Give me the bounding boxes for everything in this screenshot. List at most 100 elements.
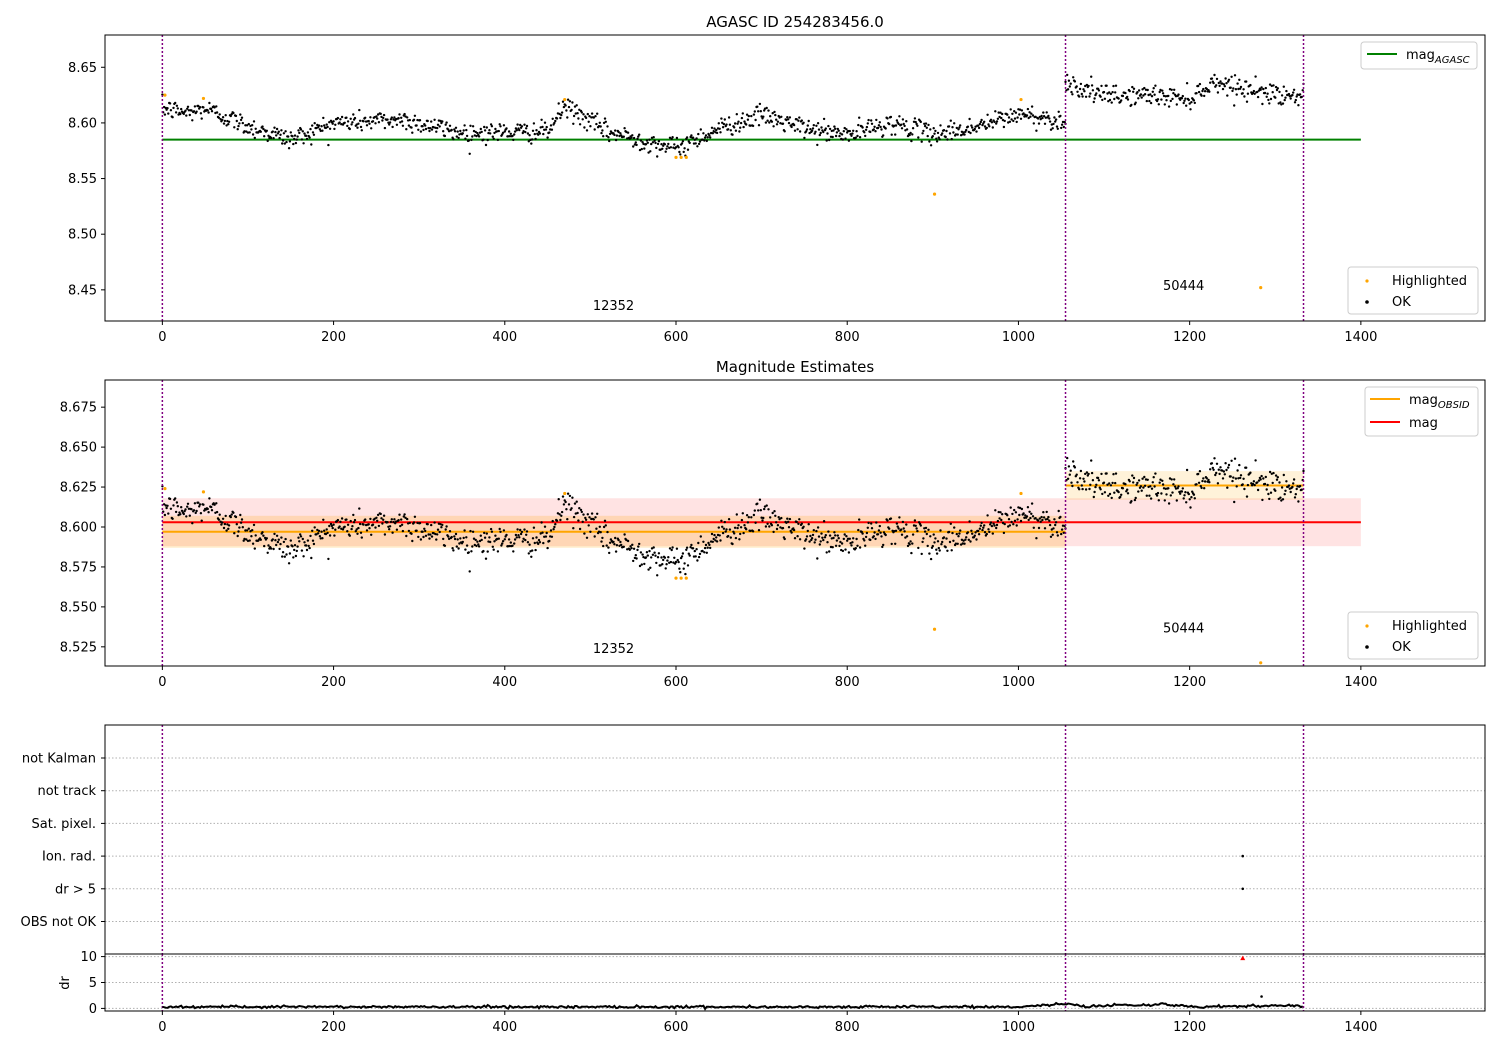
ok-point bbox=[490, 530, 494, 533]
ok-point bbox=[796, 535, 799, 538]
ok-point bbox=[932, 533, 935, 536]
ok-point bbox=[1208, 90, 1211, 93]
ok-point bbox=[713, 127, 716, 130]
ok-point bbox=[917, 136, 920, 139]
ok-point bbox=[447, 130, 451, 133]
ok-point bbox=[471, 135, 474, 138]
ok-point bbox=[806, 529, 809, 533]
ok-point bbox=[820, 532, 823, 535]
ok-point bbox=[586, 112, 589, 116]
ok-point bbox=[815, 124, 818, 128]
ok-point bbox=[1018, 506, 1022, 510]
ok-point bbox=[1243, 95, 1246, 98]
ok-point bbox=[455, 545, 458, 548]
ok-point bbox=[651, 141, 655, 144]
ok-point bbox=[697, 555, 701, 559]
ok-point bbox=[646, 554, 649, 557]
ok-point bbox=[436, 533, 439, 536]
ok-point bbox=[835, 131, 839, 134]
ok-point bbox=[949, 119, 952, 122]
ok-point bbox=[527, 140, 530, 143]
legend-label-highlighted: Highlighted bbox=[1392, 619, 1467, 634]
ok-point bbox=[1153, 93, 1156, 96]
ok-point bbox=[163, 513, 167, 517]
ok-point bbox=[903, 530, 906, 533]
ok-point bbox=[1020, 109, 1024, 112]
ok-point bbox=[1015, 120, 1018, 124]
ok-point bbox=[1126, 95, 1129, 99]
ok-point bbox=[820, 126, 823, 129]
highlighted-point bbox=[201, 96, 206, 101]
y-tick-label: 8.575 bbox=[60, 560, 97, 575]
ok-point bbox=[274, 130, 277, 134]
ok-point bbox=[600, 131, 603, 135]
ok-point bbox=[1010, 520, 1013, 524]
ok-point bbox=[1051, 533, 1054, 536]
ok-point bbox=[657, 140, 661, 143]
ok-point bbox=[1252, 480, 1256, 483]
ok-point bbox=[729, 536, 732, 539]
ok-point bbox=[816, 122, 820, 125]
ok-point bbox=[1022, 512, 1025, 515]
ok-point bbox=[1261, 498, 1264, 502]
ok-point bbox=[596, 112, 599, 115]
ok-point bbox=[626, 539, 630, 543]
ok-point bbox=[680, 555, 684, 558]
ok-point bbox=[453, 128, 456, 131]
ok-point bbox=[530, 555, 533, 558]
ok-point bbox=[537, 133, 540, 136]
ok-point bbox=[507, 130, 511, 133]
ok-point bbox=[1061, 120, 1065, 124]
ok-point bbox=[1167, 94, 1170, 98]
ok-point bbox=[996, 117, 1000, 121]
ok-point bbox=[202, 503, 205, 506]
ok-point bbox=[447, 535, 450, 538]
ok-point bbox=[1239, 87, 1242, 90]
ok-point bbox=[1256, 488, 1260, 492]
ok-point bbox=[371, 523, 375, 526]
ok-point bbox=[275, 534, 279, 537]
ok-point bbox=[250, 535, 253, 538]
ok-point bbox=[263, 135, 266, 138]
highlighted-point bbox=[684, 155, 688, 160]
ok-point bbox=[546, 546, 549, 550]
ok-point bbox=[966, 531, 970, 534]
ok-point bbox=[847, 551, 851, 554]
ok-point bbox=[273, 126, 276, 129]
ok-point bbox=[377, 121, 381, 124]
ok-point bbox=[1038, 115, 1042, 119]
ok-point bbox=[237, 530, 240, 533]
ok-point bbox=[1007, 116, 1011, 119]
ok-point bbox=[1213, 457, 1216, 460]
highlighted-point bbox=[1019, 491, 1023, 496]
ok-point bbox=[717, 526, 720, 529]
ok-point bbox=[864, 535, 868, 539]
panel-title-agasc-id: AGASC ID 254283456.0 bbox=[706, 13, 884, 31]
ok-point bbox=[247, 122, 250, 126]
x-tick-label: 1400 bbox=[1344, 1020, 1377, 1035]
ok-point bbox=[578, 108, 581, 112]
ok-point bbox=[179, 112, 182, 116]
ok-point bbox=[969, 540, 972, 543]
ok-point bbox=[1152, 87, 1155, 90]
ok-point bbox=[491, 135, 494, 138]
ok-point bbox=[465, 536, 468, 539]
ok-point bbox=[1109, 484, 1113, 487]
ok-point bbox=[1029, 115, 1032, 118]
ok-point bbox=[1088, 95, 1091, 98]
ok-point bbox=[305, 544, 308, 547]
ok-point bbox=[405, 534, 408, 538]
ok-point bbox=[798, 130, 802, 133]
ok-point bbox=[710, 126, 714, 129]
ok-point bbox=[1081, 95, 1084, 98]
highlighted-point bbox=[679, 576, 683, 580]
ok-point bbox=[980, 118, 983, 122]
ok-point bbox=[751, 124, 755, 128]
ok-point bbox=[533, 541, 536, 545]
ok-point bbox=[963, 133, 966, 136]
ok-point bbox=[761, 519, 764, 522]
ok-point bbox=[1143, 475, 1146, 479]
ok-point bbox=[578, 527, 582, 531]
ok-point bbox=[267, 134, 270, 137]
